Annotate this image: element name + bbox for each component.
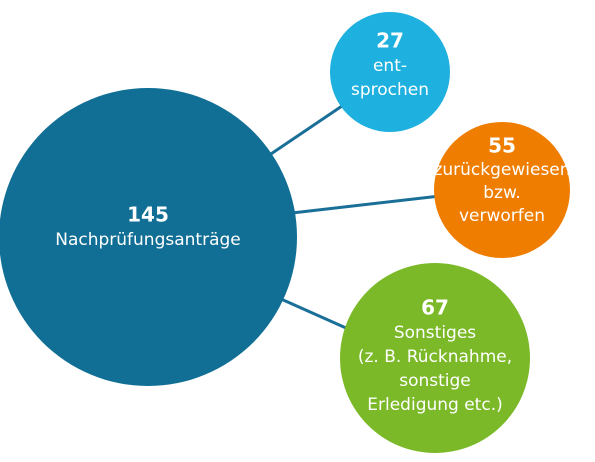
node-circle bbox=[0, 88, 297, 386]
node-value: 55 bbox=[488, 134, 516, 158]
node-value: 67 bbox=[421, 296, 449, 320]
node-label: Nachprüfungsanträge bbox=[55, 230, 241, 250]
node-label: zurückgewiesen bbox=[433, 160, 570, 180]
labels: 145 Nachprüfungsanträge 27 ent-sprochen 55zu… bbox=[55, 29, 570, 416]
node-value: 145 bbox=[127, 203, 169, 227]
node-circle bbox=[434, 122, 570, 258]
node-label: Sonstiges bbox=[394, 323, 476, 343]
connector bbox=[261, 102, 346, 162]
node-label: ent- bbox=[373, 56, 407, 76]
node-label: verworfen bbox=[459, 206, 545, 226]
node-label: Erledigung etc.) bbox=[367, 395, 502, 415]
connector bbox=[271, 293, 356, 334]
node-circle bbox=[330, 12, 450, 132]
connector bbox=[291, 194, 441, 215]
node-label: (z. B. Rücknahme, bbox=[358, 347, 512, 367]
node-label: bzw. bbox=[483, 183, 520, 203]
node-label: sonstige bbox=[399, 371, 471, 391]
node-circle bbox=[340, 263, 530, 453]
node-value: 27 bbox=[376, 29, 404, 53]
node-label: sprochen bbox=[351, 80, 429, 100]
